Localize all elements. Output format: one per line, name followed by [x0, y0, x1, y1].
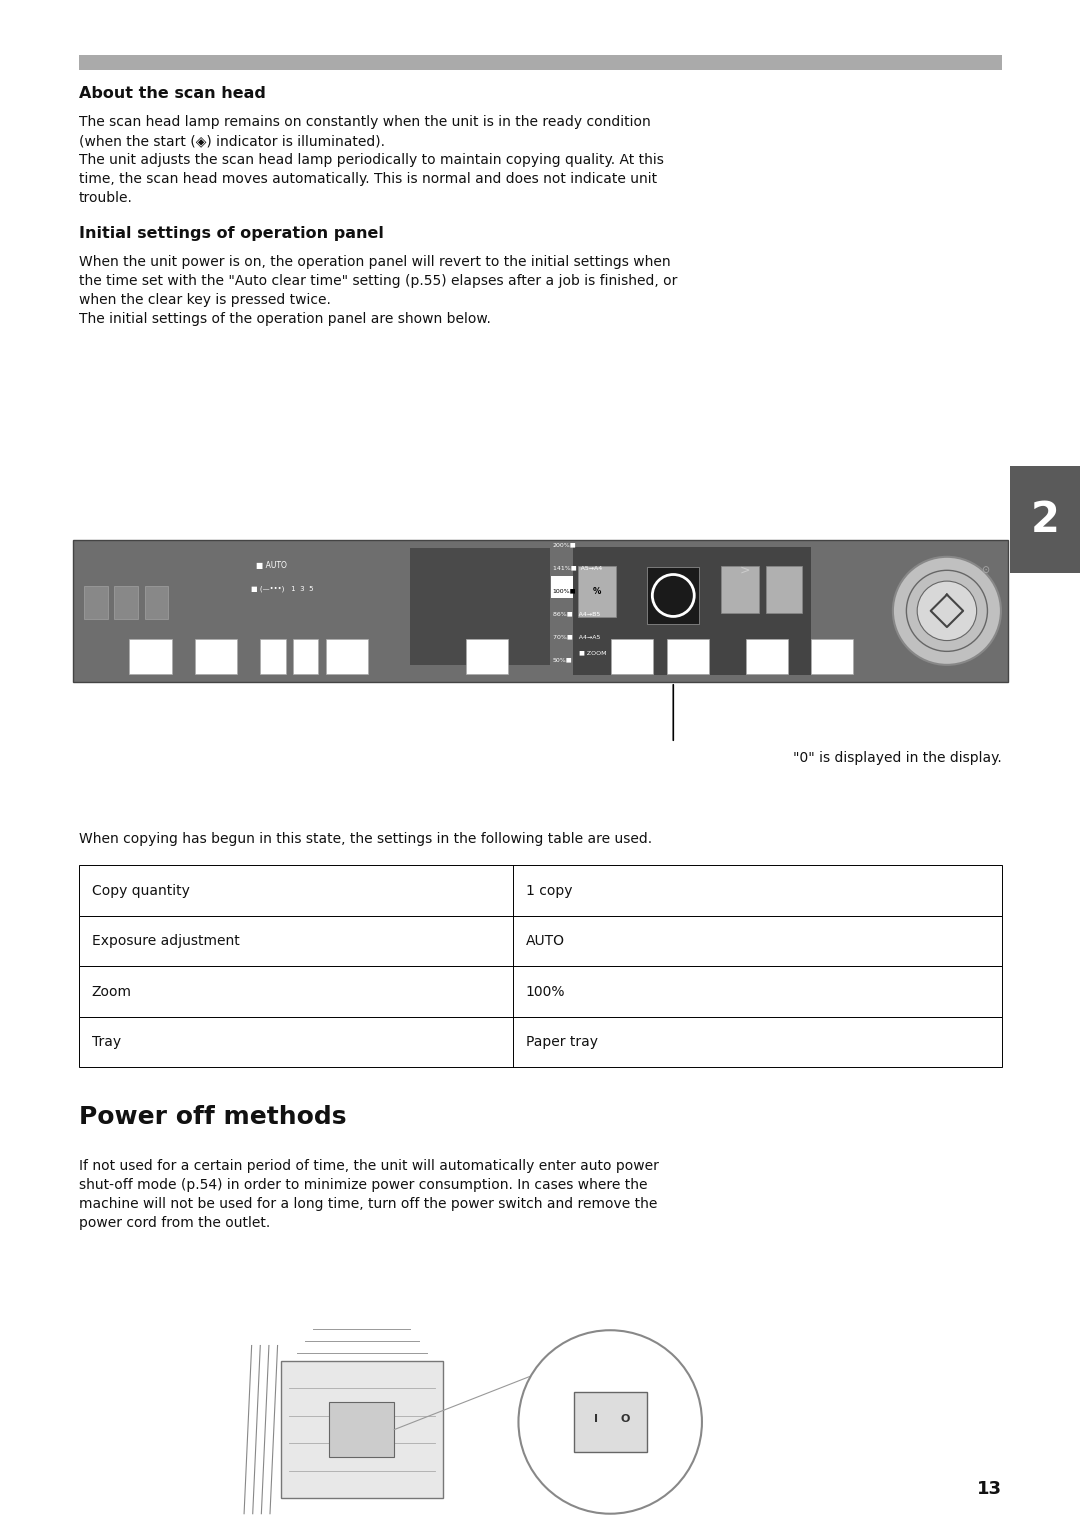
Text: power cord from the outlet.: power cord from the outlet.	[79, 1217, 270, 1231]
Text: 50%■: 50%■	[553, 657, 572, 662]
Circle shape	[893, 557, 1001, 665]
Text: "0" is displayed in the display.: "0" is displayed in the display.	[794, 751, 1002, 764]
Text: When the unit power is on, the operation panel will revert to the initial settin: When the unit power is on, the operation…	[79, 254, 671, 269]
Bar	[114, 586, 138, 619]
Text: Exposure adjustment: Exposure adjustment	[92, 934, 240, 948]
Text: The scan head lamp remains on constantly when the unit is in the ready condition: The scan head lamp remains on constantly…	[79, 115, 650, 128]
Bar	[326, 639, 367, 674]
Text: ■ (—•••)   1  3  5: ■ (—•••) 1 3 5	[251, 586, 313, 592]
Text: Power off methods: Power off methods	[79, 1105, 347, 1130]
Text: AUTO: AUTO	[526, 934, 565, 948]
Text: Tray: Tray	[92, 1035, 121, 1049]
Text: If not used for a certain period of time, the unit will automatically enter auto: If not used for a certain period of time…	[79, 1159, 659, 1173]
Text: (when the start (◈) indicator is illuminated).: (when the start (◈) indicator is illumin…	[79, 133, 384, 148]
Bar	[811, 639, 853, 674]
Bar	[145, 586, 168, 619]
Text: C: C	[773, 641, 779, 650]
Text: 70%■   A4→A5: 70%■ A4→A5	[553, 635, 600, 639]
Bar	[84, 586, 108, 619]
Bar	[79, 1017, 1002, 1067]
Bar	[79, 55, 1002, 70]
Text: >: >	[740, 563, 750, 576]
Text: %: %	[593, 587, 602, 596]
Bar	[666, 639, 708, 674]
Bar	[79, 916, 1002, 966]
Bar	[578, 566, 616, 618]
Text: The initial settings of the operation panel are shown below.: The initial settings of the operation pa…	[79, 312, 490, 326]
Text: when the clear key is pressed twice.: when the clear key is pressed twice.	[79, 292, 330, 307]
Text: ■ AUTO: ■ AUTO	[256, 561, 286, 570]
Text: 100%■: 100%■	[553, 589, 577, 593]
Text: 13: 13	[977, 1480, 1002, 1498]
Bar	[79, 865, 1002, 916]
Text: time, the scan head moves automatically. This is normal and does not indicate un: time, the scan head moves automatically.…	[79, 171, 657, 187]
Text: I: I	[594, 1414, 597, 1423]
Circle shape	[518, 1330, 702, 1514]
Bar	[329, 1402, 394, 1457]
Text: O: O	[620, 1414, 630, 1423]
Text: Zoom: Zoom	[92, 985, 132, 998]
Bar	[766, 566, 802, 613]
Bar	[647, 567, 700, 624]
Text: 200%■: 200%■	[553, 543, 577, 547]
Text: Copy quantity: Copy quantity	[92, 884, 190, 898]
Text: shut-off mode (p.54) in order to minimize power consumption. In cases where the: shut-off mode (p.54) in order to minimiz…	[79, 1177, 647, 1193]
Bar	[73, 540, 1008, 682]
Text: machine will not be used for a long time, turn off the power switch and remove t: machine will not be used for a long time…	[79, 1197, 658, 1211]
Bar	[1010, 466, 1080, 573]
Text: Initial settings of operation panel: Initial settings of operation panel	[79, 225, 383, 240]
Text: ⊙: ⊙	[981, 566, 989, 575]
Bar	[610, 639, 652, 674]
Bar	[465, 639, 508, 674]
Text: Paper tray: Paper tray	[526, 1035, 598, 1049]
Text: 86%■   A4→B5: 86%■ A4→B5	[553, 612, 599, 616]
Bar	[79, 966, 1002, 1017]
Polygon shape	[281, 1361, 443, 1498]
Bar	[746, 639, 788, 674]
Circle shape	[917, 581, 976, 641]
Bar	[194, 639, 237, 674]
Bar	[260, 639, 285, 674]
Text: When copying has begun in this state, the settings in the following table are us: When copying has begun in this state, th…	[79, 832, 652, 846]
Bar	[721, 566, 759, 613]
Text: trouble.: trouble.	[79, 191, 133, 205]
Bar	[573, 1391, 647, 1453]
Text: ■ ZOOM: ■ ZOOM	[579, 651, 606, 656]
Text: 141%■  A5→A4: 141%■ A5→A4	[553, 566, 602, 570]
Bar	[293, 639, 319, 674]
Text: 100%: 100%	[526, 985, 565, 998]
Bar	[551, 576, 618, 598]
Bar	[409, 549, 550, 665]
Text: 2: 2	[1030, 498, 1059, 541]
Text: 1 copy: 1 copy	[526, 884, 572, 898]
Bar	[573, 547, 811, 674]
Text: About the scan head: About the scan head	[79, 86, 266, 101]
Bar	[130, 639, 172, 674]
Text: the time set with the "Auto clear time" setting (p.55) elapses after a job is fi: the time set with the "Auto clear time" …	[79, 274, 677, 287]
Text: The unit adjusts the scan head lamp periodically to maintain copying quality. At: The unit adjusts the scan head lamp peri…	[79, 153, 664, 167]
Text: 1: 1	[702, 641, 707, 650]
